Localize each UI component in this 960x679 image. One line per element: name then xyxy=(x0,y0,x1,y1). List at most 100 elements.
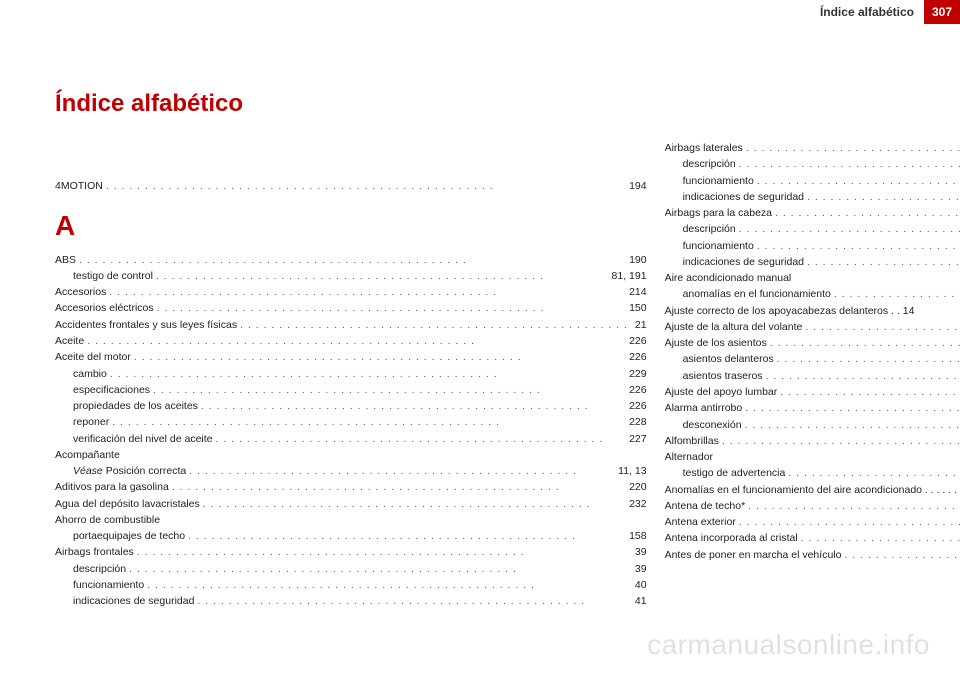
index-entry-leader xyxy=(777,384,960,400)
index-entry: 4MOTION194 xyxy=(55,178,647,194)
index-entry: Airbags frontales39 xyxy=(55,544,647,560)
index-entry: Antena de techo*215 xyxy=(665,498,960,514)
index-entry: Anomalías en el funcionamiento del aire … xyxy=(665,482,960,498)
index-entry: indicaciones de seguridad 41 xyxy=(55,593,647,609)
index-entry-label: asientos traseros xyxy=(683,368,763,384)
index-entry: reponer228 xyxy=(55,414,647,430)
index-entry: Antena exterior215 xyxy=(665,514,960,530)
index-entry: Alfombrillas16 xyxy=(665,433,960,449)
index-entry-page: 228 xyxy=(625,414,647,430)
index-entry-label: Acompañante xyxy=(55,447,120,463)
page-title: Índice alfabético xyxy=(55,90,243,118)
index-entry-leader xyxy=(198,398,625,414)
index-entry-label: descripción xyxy=(683,156,736,172)
index-entry-label: especificaciones xyxy=(73,382,150,398)
index-entry-label: Ajuste del apoyo lumbar xyxy=(665,384,778,400)
index-entry-leader xyxy=(76,252,625,268)
index-entry-leader xyxy=(185,528,625,544)
index-entry: Airbags laterales42 xyxy=(665,140,960,156)
index-entry-label: ABS xyxy=(55,252,76,268)
index-entry-page: 226 xyxy=(625,398,647,414)
index-entry: Aditivos para la gasolina220 xyxy=(55,479,647,495)
index-entry: Ajuste del apoyo lumbar133 xyxy=(665,384,960,400)
index-entry-leader xyxy=(144,577,631,593)
index-entry: desconexión102 xyxy=(665,417,960,433)
index-entry: Antes de poner en marcha el vehículo8 xyxy=(665,547,960,563)
index-entry-leader xyxy=(802,319,960,335)
index-entry: Airbags para la cabeza44 xyxy=(665,205,960,221)
header-section-title: Índice alfabético xyxy=(820,0,924,24)
index-entry: anomalías en el funcionamiento167 xyxy=(665,286,960,302)
index-entry-leader xyxy=(109,414,625,430)
index-entry: ABS190 xyxy=(55,252,647,268)
index-entry-label: Alarma antirrobo xyxy=(665,400,743,416)
index-entry: Alarma antirrobo102 xyxy=(665,400,960,416)
index-entry-leader xyxy=(745,498,960,514)
index-letter-heading: A xyxy=(55,204,647,247)
index-entry-label: verificación del nivel de aceite xyxy=(73,431,213,447)
index-entry-leader xyxy=(804,189,960,205)
index-entry-leader xyxy=(841,547,960,563)
index-entry-leader xyxy=(169,479,625,495)
index-entry-label: indicaciones de seguridad xyxy=(73,593,194,609)
index-entry-leader xyxy=(103,178,625,194)
index-entry: Aceite del motor 226 xyxy=(55,349,647,365)
index-entry-leader xyxy=(772,205,960,221)
index-entry-label: Alternador xyxy=(665,449,713,465)
index-entry-label: Antena incorporada al cristal xyxy=(665,530,798,546)
index-entry: especificaciones 226 xyxy=(55,382,647,398)
index-entry: Accesorios 214 xyxy=(55,284,647,300)
index-entry-page: 226 xyxy=(625,333,647,349)
index-entry-page: 81, 191 xyxy=(608,268,647,284)
index-entry-label: Airbags laterales xyxy=(665,140,743,156)
index-entry-leader xyxy=(785,465,960,481)
index-entry-page: 158 xyxy=(625,528,647,544)
index-entry-label: Aceite del motor xyxy=(55,349,131,365)
index-entry-leader xyxy=(213,431,626,447)
index-entry-leader xyxy=(200,496,625,512)
index-entry: Agua del depósito lavacristales232 xyxy=(55,496,647,512)
index-entry-label: funcionamiento xyxy=(683,238,754,254)
index-entry: descripción42 xyxy=(665,156,960,172)
index-entry-leader xyxy=(742,400,960,416)
index-entry: asientos traseros136 xyxy=(665,368,960,384)
index-entry: Aire acondicionado manual xyxy=(665,270,960,286)
index-entry-leader xyxy=(736,514,960,530)
index-entry-label: testigo de control xyxy=(73,268,153,284)
index-entry-leader xyxy=(194,593,630,609)
index-entry-leader xyxy=(237,317,631,333)
index-entry-page: 214 xyxy=(625,284,647,300)
index-entry-leader xyxy=(798,530,960,546)
index-entry-leader xyxy=(831,286,960,302)
index-entry-leader xyxy=(743,140,960,156)
index-entry: Ahorro de combustible xyxy=(55,512,647,528)
index-entry-page: 229 xyxy=(625,366,647,382)
index-entry-label: Aire acondicionado manual xyxy=(665,270,792,286)
index-entry-label: Aditivos para la gasolina xyxy=(55,479,169,495)
index-entry-leader xyxy=(736,156,960,172)
index-entry-label: Accesorios xyxy=(55,284,106,300)
index-entry: verificación del nivel de aceite227 xyxy=(55,431,647,447)
index-entry-page: 226 xyxy=(625,349,647,365)
watermark-text: carmanualsonline.info xyxy=(647,629,930,661)
index-entry-label: Alfombrillas xyxy=(665,433,719,449)
index-entry: Accidentes frontales y sus leyes físicas… xyxy=(55,317,647,333)
index-entry-page: 226 xyxy=(625,382,647,398)
index-entry-leader xyxy=(150,382,625,398)
index-entry: testigo de control 81, 191 xyxy=(55,268,647,284)
index-entry: testigo de advertencia82 xyxy=(665,465,960,481)
index-entry-label: desconexión xyxy=(683,417,742,433)
index-entry-page: 41 xyxy=(631,593,647,609)
index-entry: Ajuste correcto de los apoyacabezas dela… xyxy=(665,303,960,319)
index-entry-leader xyxy=(736,221,960,237)
index-entry-page: 40 xyxy=(631,577,647,593)
index-entry: portaequipajes de techo158 xyxy=(55,528,647,544)
index-entry: Alternador xyxy=(665,449,960,465)
index-entry: Accesorios eléctricos150 xyxy=(55,300,647,316)
index-entry-label: testigo de advertencia xyxy=(683,465,786,481)
index-entry-label: funcionamiento xyxy=(73,577,144,593)
index-entry-leader xyxy=(131,349,625,365)
header-page-number: 307 xyxy=(924,0,960,24)
index-entry-label: Accesorios eléctricos xyxy=(55,300,154,316)
index-entry-label: Ahorro de combustible xyxy=(55,512,160,528)
